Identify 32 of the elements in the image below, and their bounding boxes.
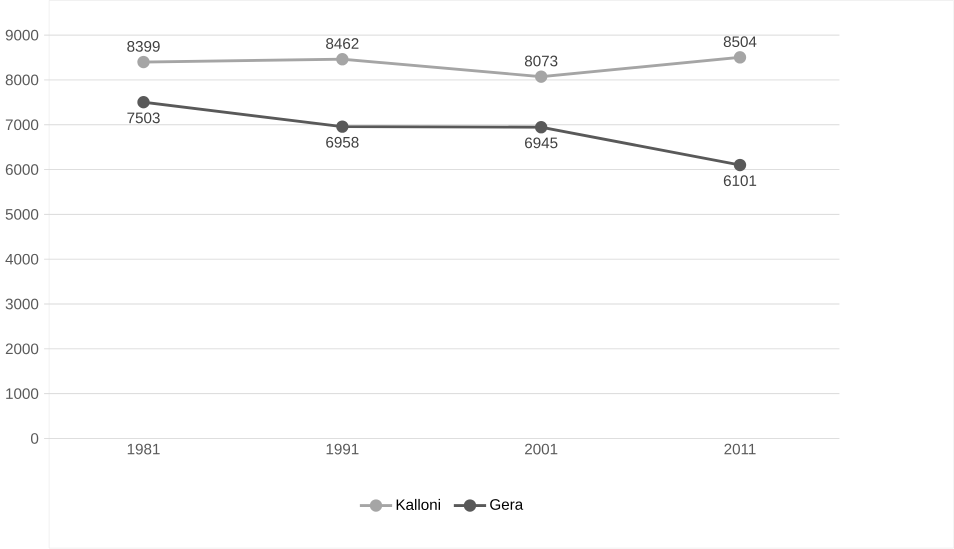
- x-tick-label: 2001: [525, 444, 558, 455]
- point: [137, 56, 150, 68]
- x-tick-label: 1981: [128, 444, 160, 455]
- y-tick-label: 9000: [6, 30, 38, 41]
- y-tick-label: 1000: [6, 388, 38, 400]
- y-tick-label: 4000: [5, 254, 38, 265]
- legend-label: Gera: [490, 499, 524, 510]
- data-label: 8399: [127, 41, 160, 52]
- y-tick-label: 8000: [6, 74, 38, 86]
- y-tick-label: 6000: [6, 164, 38, 176]
- point: [534, 121, 548, 134]
- point: [336, 120, 349, 134]
- y-tick-label: 0: [30, 433, 38, 444]
- legend-label: Kalloni: [396, 499, 440, 510]
- data-label: 7503: [127, 112, 160, 124]
- point: [734, 51, 746, 64]
- point: [336, 53, 349, 66]
- data-label: 8073: [524, 56, 558, 67]
- data-label: 8504: [724, 36, 756, 48]
- point: [534, 70, 548, 84]
- y-tick-label: 7000: [6, 120, 38, 130]
- x-tick-label: 2011: [724, 444, 756, 455]
- data-label: 6945: [525, 138, 558, 148]
- point: [734, 159, 746, 172]
- x-tick-label: 1991: [326, 444, 358, 455]
- y-tick-label: 5000: [6, 209, 38, 220]
- y-tick-label: 3000: [6, 298, 38, 310]
- point: [137, 96, 150, 109]
- data-label: 6958: [326, 137, 359, 148]
- data-label: 8462: [326, 38, 358, 50]
- y-tick-label: 2000: [6, 344, 38, 354]
- data-label: 6101: [724, 176, 756, 186]
